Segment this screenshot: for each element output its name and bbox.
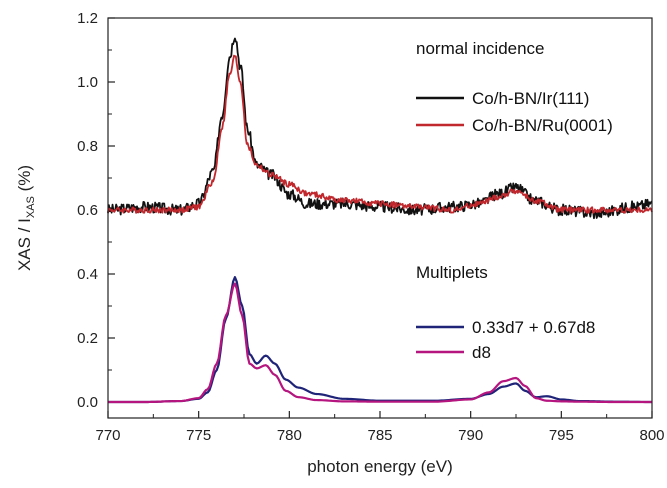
legend: Co/h-BN/Ir(111) Co/h-BN/Ru(0001) 0.33d7 …: [416, 89, 613, 362]
y-axis-title-sub: XAS: [25, 196, 37, 218]
x-tick-label: 780: [277, 427, 302, 444]
plot-frame: [107, 17, 653, 419]
x-axis-title: photon energy (eV): [307, 457, 453, 476]
legend-label-ir111: Co/h-BN/Ir(111): [472, 89, 589, 108]
x-tick-label: 770: [95, 427, 120, 444]
legend-label-ru0001: Co/h-BN/Ru(0001): [472, 116, 613, 135]
x-tick-label: 795: [549, 427, 574, 444]
series-layer: [107, 37, 653, 404]
y-tick-label: 1.0: [77, 74, 98, 91]
x-tick-label: 775: [186, 427, 211, 444]
series-line-d8: [108, 282, 652, 404]
axis-ticks: [107, 17, 653, 418]
y-tick-label: 0.2: [77, 330, 98, 347]
x-tick-label: 800: [639, 427, 664, 444]
x-tick-label: 790: [458, 427, 483, 444]
annotation-multiplets: Multiplets: [416, 263, 488, 282]
y-axis-title-main: XAS / I: [15, 218, 34, 271]
legend-label-mixed: 0.33d7 + 0.67d8: [472, 318, 595, 337]
x-tick-label: 785: [367, 427, 392, 444]
series-line-mixed: [108, 276, 652, 404]
annotation-normal-incidence: normal incidence: [416, 39, 545, 58]
y-tick-label: 1.2: [77, 10, 98, 27]
y-tick-labels: 0.0 0.2 0.4 0.6 0.8 1.0 1.2: [77, 10, 98, 411]
y-tick-label: 0.6: [77, 202, 98, 219]
legend-label-d8: d8: [472, 343, 491, 362]
series-line-ru0001: [107, 54, 653, 214]
y-tick-label: 0.4: [77, 266, 98, 283]
y-tick-label: 0.8: [77, 138, 98, 155]
y-axis-title-suffix: (%): [15, 165, 34, 196]
y-axis-title: XAS / IXAS (%): [15, 165, 37, 271]
y-tick-label: 0.0: [77, 394, 98, 411]
x-tick-labels: 770 775 780 785 790 795 800: [95, 427, 664, 444]
